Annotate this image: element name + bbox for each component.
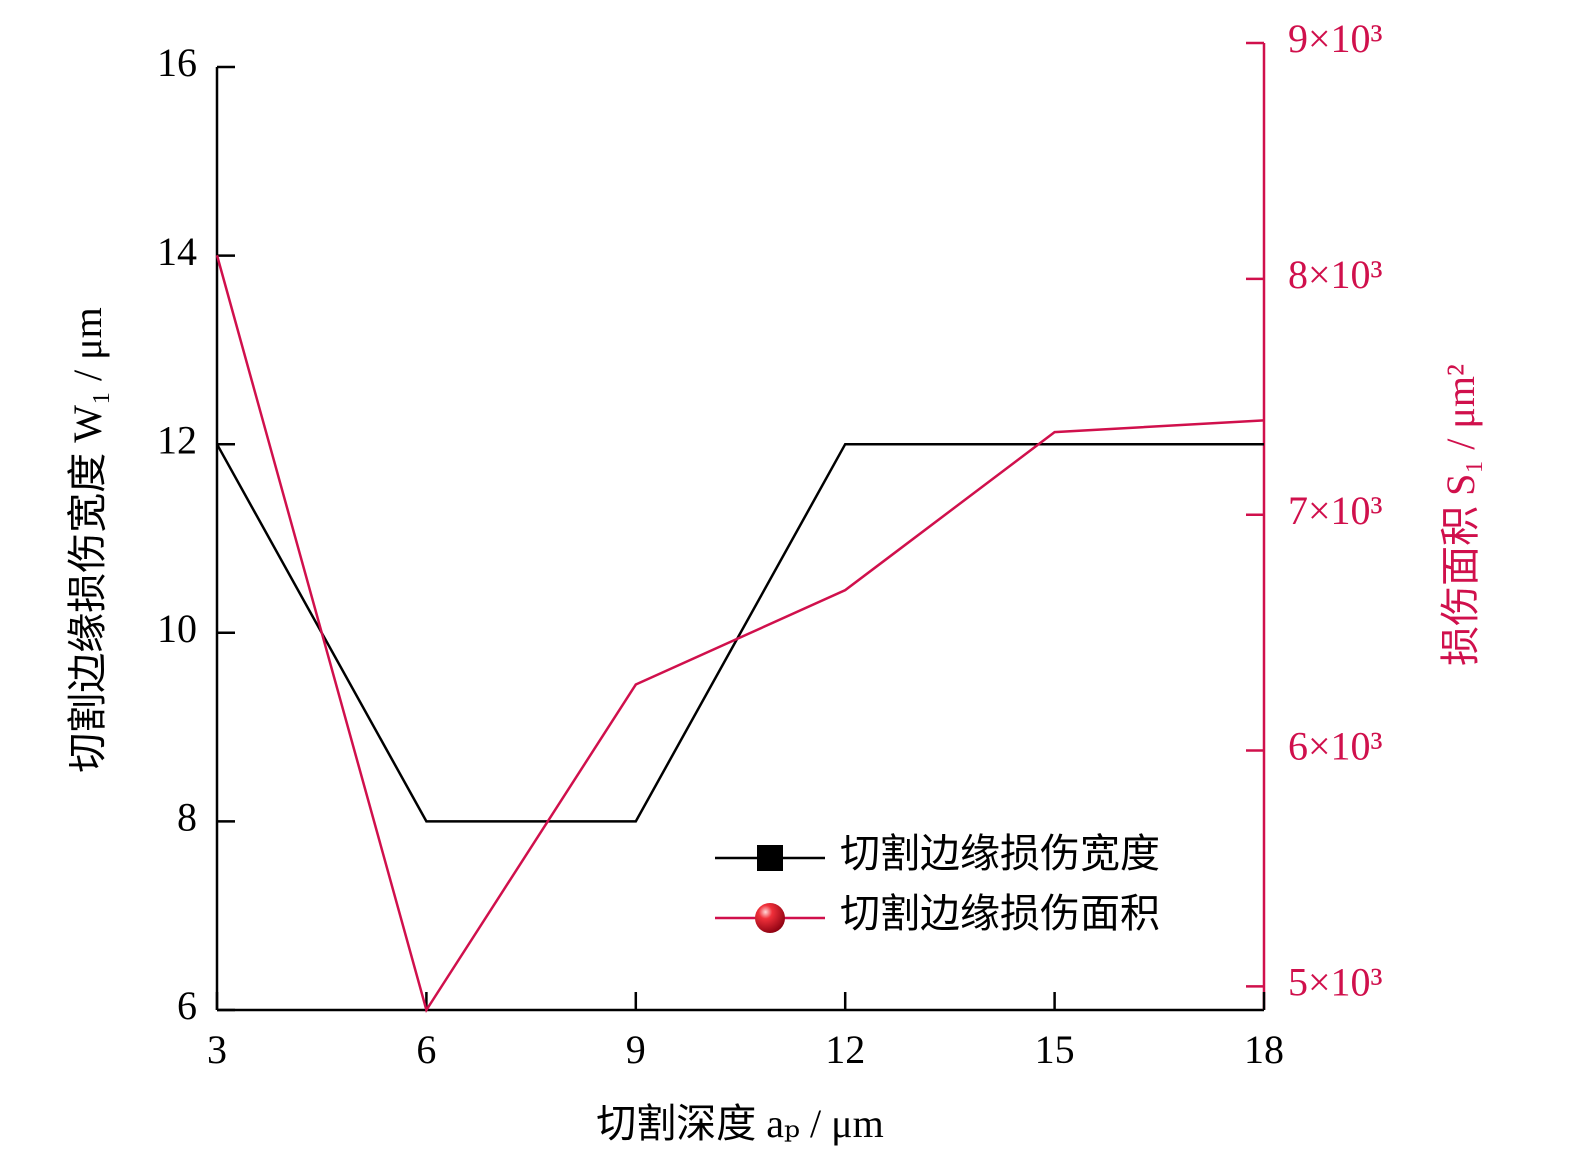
y-tick-label: 6 bbox=[177, 983, 197, 1028]
y-tick-label: 16 bbox=[157, 40, 197, 85]
y2-tick-label: 6×10³ bbox=[1288, 724, 1383, 769]
x-tick-label: 9 bbox=[626, 1027, 646, 1072]
legend-marker bbox=[755, 903, 785, 933]
x-tick-label: 15 bbox=[1035, 1027, 1075, 1072]
y2-tick-label: 8×10³ bbox=[1288, 252, 1383, 297]
y2-tick-label: 9×10³ bbox=[1288, 16, 1383, 61]
y-tick-label: 12 bbox=[157, 417, 197, 462]
y2-tick-label: 7×10³ bbox=[1288, 488, 1383, 533]
series-line bbox=[215, 442, 1264, 823]
y-tick-label: 10 bbox=[157, 606, 197, 651]
x-tick-label: 12 bbox=[825, 1027, 865, 1072]
x-tick-label: 6 bbox=[416, 1027, 436, 1072]
x-tick-label: 18 bbox=[1244, 1027, 1284, 1072]
y-tick-label: 14 bbox=[157, 229, 197, 274]
legend-label: 切割边缘损伤面积 bbox=[840, 891, 1160, 936]
x-tick-label: 3 bbox=[207, 1027, 227, 1072]
y2-tick-label: 5×10³ bbox=[1288, 960, 1383, 1005]
x-axis-label: 切割深度 aₚ / μm bbox=[596, 1101, 883, 1146]
y-axis-label: 切割边缘损伤宽度 W₁ / μm bbox=[65, 307, 110, 772]
series-line bbox=[215, 254, 1265, 1014]
legend-label: 切割边缘损伤宽度 bbox=[840, 831, 1160, 876]
y2-axis-label: 损伤面积 S₁ / μm² bbox=[1438, 364, 1483, 666]
y-tick-label: 8 bbox=[177, 795, 197, 840]
legend-marker bbox=[757, 845, 783, 871]
